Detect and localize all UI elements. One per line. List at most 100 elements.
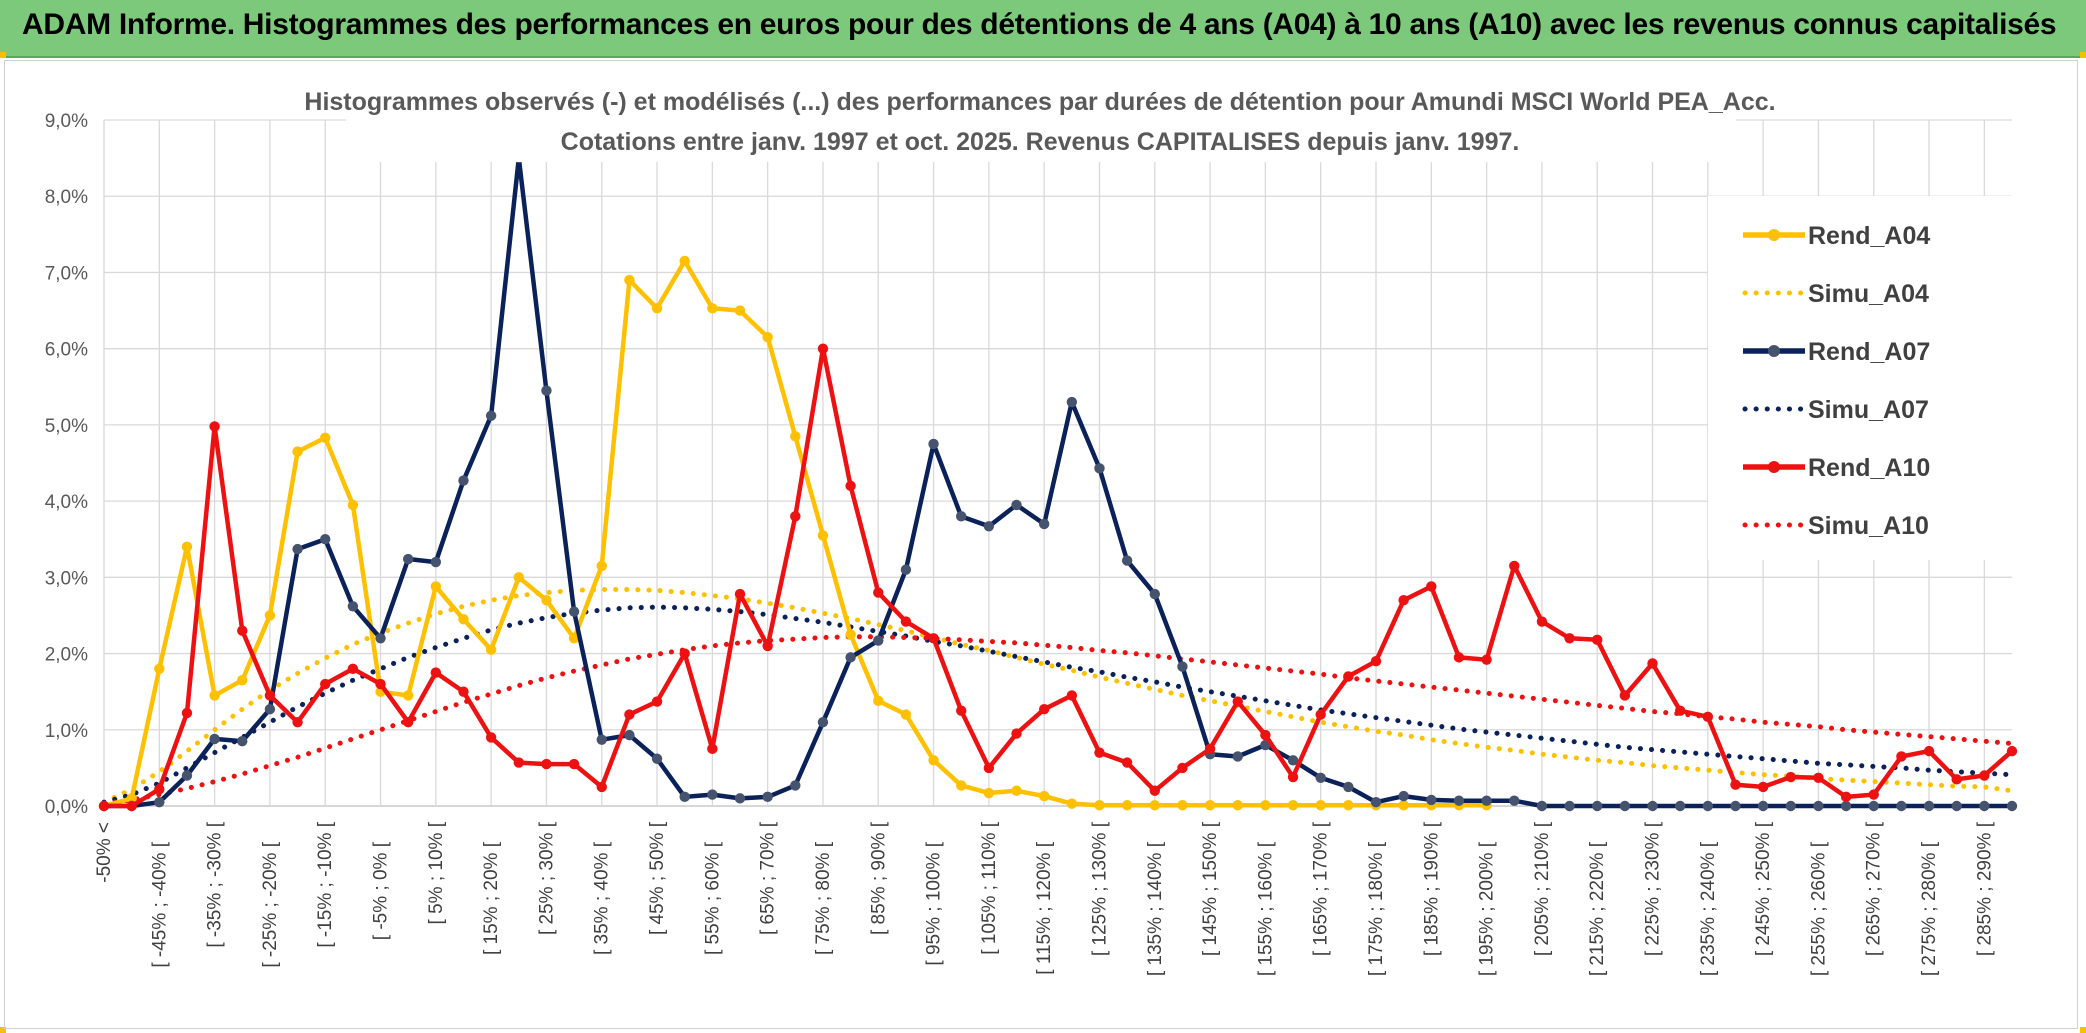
legend-marker: [1768, 229, 1780, 241]
point-Rend_A10: [1896, 751, 1907, 762]
point-Rend_A10: [1592, 634, 1603, 646]
y-tick-label: 4,0%: [45, 492, 88, 513]
point-Rend_A07: [1038, 518, 1050, 530]
x-tick-label: [ 5% ; 10% [: [426, 821, 447, 924]
x-tick-label: [ -35% ; -30% [: [205, 821, 226, 947]
point-Rend_A10: [264, 690, 276, 701]
point-Rend_A10: [1702, 711, 1714, 723]
y-tick-label: 1,0%: [45, 721, 88, 742]
x-tick-label: [ 265% ; 270% [: [1864, 821, 1885, 956]
point-Rend_A07: [541, 385, 552, 396]
point-Rend_A10: [1509, 560, 1520, 572]
point-Rend_A04: [1260, 800, 1271, 811]
x-tick-label: [ 145% ; 150% [: [1200, 821, 1221, 956]
x-tick-label: [ 285% ; 290% [: [1974, 821, 1995, 956]
chart-title: Histogrammes observés (-) et modélisés (…: [304, 88, 1775, 116]
point-Rend_A10: [1564, 633, 1575, 644]
point-Rend_A07: [458, 475, 469, 486]
point-Rend_A07: [624, 729, 635, 741]
point-Rend_A04: [845, 629, 856, 640]
point-Rend_A10: [679, 648, 690, 659]
y-tick-label: 0,0%: [45, 797, 88, 818]
point-Rend_A04: [762, 332, 773, 343]
point-Rend_A07: [1730, 800, 1741, 812]
point-Rend_A10: [1757, 781, 1769, 793]
point-Rend_A07: [1426, 794, 1437, 806]
point-Rend_A10: [292, 716, 303, 728]
point-Rend_A04: [568, 633, 580, 644]
point-Rend_A04: [320, 432, 331, 444]
x-tick-label: [ 85% ; 90% [: [868, 821, 889, 935]
point-Rend_A04: [1315, 800, 1326, 811]
point-Rend_A10: [1204, 743, 1216, 755]
series-line-Simu_A07: [101, 604, 2015, 805]
point-Rend_A07: [1398, 790, 1409, 802]
point-Rend_A07: [1923, 800, 1935, 812]
point-Rend_A10: [1343, 671, 1354, 682]
point-Rend_A07: [1149, 588, 1160, 600]
x-tick-label: [ 75% ; 80% [: [813, 841, 834, 955]
point-Rend_A04: [734, 305, 746, 316]
point-Rend_A10: [873, 587, 884, 598]
point-Rend_A10: [98, 800, 110, 812]
point-Rend_A10: [1481, 654, 1492, 665]
point-Rend_A04: [873, 695, 884, 707]
x-tick-label: [ -5% ; 0% [: [371, 841, 392, 940]
point-Rend_A10: [983, 762, 995, 774]
title-backdrop: [346, 82, 1736, 162]
point-Rend_A07: [707, 789, 718, 800]
series-line-Rend_A10: [104, 346, 2014, 809]
legend-label: Simu_A07: [1808, 396, 1929, 424]
point-Rend_A07: [1785, 800, 1796, 812]
series-line-Simu_A10: [101, 634, 2015, 807]
y-tick-label: 9,0%: [45, 111, 88, 132]
x-tick-label: [ 115% ; 120% [: [1034, 841, 1055, 974]
point-Rend_A10: [1232, 696, 1243, 707]
x-axis-ticks: -50% < [ -45% ; -40% [[ -35% ; -30% [[ -2…: [94, 821, 1995, 976]
x-tick-label: [ 245% ; 250% [: [1753, 821, 1774, 956]
point-Rend_A07: [402, 553, 414, 565]
point-Rend_A10: [1647, 658, 1658, 669]
point-Rend_A04: [1232, 800, 1243, 811]
point-Rend_A10: [237, 625, 248, 636]
x-tick-label: [ 195% ; 200% [: [1477, 841, 1498, 976]
point-Rend_A10: [541, 758, 552, 770]
point-Rend_A10: [1536, 616, 1548, 627]
point-Rend_A10: [1315, 709, 1326, 720]
x-tick-label: [ 275% ; 280% [: [1919, 841, 1940, 976]
y-tick-label: 3,0%: [45, 568, 88, 589]
point-Rend_A10: [347, 663, 359, 674]
chart-frame: [4, 60, 2078, 1029]
point-Rend_A07: [1536, 800, 1548, 812]
point-Rend_A07: [1813, 800, 1824, 812]
point-Rend_A04: [430, 581, 442, 592]
point-Rend_A10: [485, 732, 497, 743]
point-Rend_A07: [1343, 781, 1354, 793]
point-Rend_A10: [596, 781, 607, 793]
point-Rend_A10: [1149, 785, 1160, 796]
point-Rend_A07: [1011, 499, 1022, 511]
point-Rend_A04: [624, 274, 635, 286]
series-group: [98, 152, 2018, 812]
x-tick-label: [ 225% ; 230% [: [1643, 821, 1664, 956]
point-Rend_A04: [237, 675, 248, 686]
point-Rend_A04: [1343, 800, 1354, 811]
y-tick-label: 6,0%: [45, 340, 88, 361]
point-Rend_A07: [568, 606, 580, 617]
point-Rend_A04: [928, 755, 939, 766]
point-Rend_A07: [596, 734, 607, 745]
point-Rend_A07: [1287, 755, 1299, 766]
point-Rend_A04: [485, 644, 497, 655]
point-Rend_A10: [1011, 728, 1022, 739]
point-Rend_A10: [1038, 703, 1050, 715]
point-Rend_A07: [873, 635, 884, 646]
chart-subtitle: Cotations entre janv. 1997 et oct. 2025.…: [561, 128, 1520, 156]
point-Rend_A10: [707, 743, 718, 755]
point-Rend_A04: [458, 614, 469, 625]
point-Rend_A04: [181, 541, 193, 553]
point-Rend_A04: [1011, 785, 1022, 796]
x-tick-label: [ 15% ; 20% [: [481, 841, 502, 955]
point-Rend_A10: [1426, 581, 1437, 592]
point-Rend_A07: [817, 716, 829, 728]
